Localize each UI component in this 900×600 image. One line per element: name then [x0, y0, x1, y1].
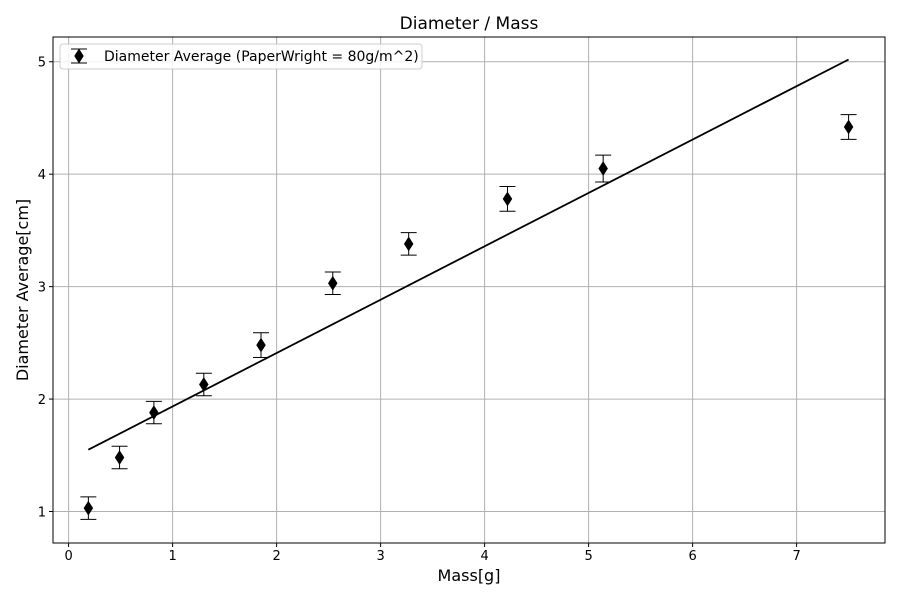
y-axis-label: Diameter Average[cm]	[13, 199, 32, 381]
y-tick-label: 2	[38, 393, 46, 408]
y-tick-label: 5	[38, 56, 46, 71]
data-point	[256, 337, 266, 353]
fit-line-group	[87, 58, 850, 451]
data-point	[149, 405, 159, 421]
x-tick-label: 4	[480, 549, 488, 564]
x-tick-label: 1	[168, 549, 176, 564]
plot-frame	[52, 36, 886, 544]
chart-title: Diameter / Mass	[400, 14, 539, 34]
legend-entry-label: Diameter Average (PaperWright = 80g/m^2)	[104, 49, 419, 65]
data-points	[80, 114, 857, 520]
x-tick-label: 7	[792, 549, 800, 564]
data-point	[199, 376, 209, 392]
x-tick-label: 5	[584, 549, 592, 564]
data-point	[403, 236, 414, 252]
y-ticks: 1 2 3 4 5	[38, 56, 53, 521]
data-point	[843, 119, 854, 135]
y-tick-label: 4	[38, 168, 46, 183]
x-tick-label: 0	[64, 549, 72, 564]
data-point	[327, 275, 338, 291]
data-point	[114, 450, 125, 466]
y-tick-label: 3	[38, 281, 46, 296]
y-tick-label: 1	[38, 506, 46, 521]
x-ticks: 0 1 2 3 4 5 6 7	[64, 543, 801, 564]
legend-marker	[71, 48, 87, 64]
x-tick-label: 3	[376, 549, 384, 564]
x-axis-label: Mass[g]	[438, 566, 501, 585]
legend-diamond	[74, 48, 84, 64]
legend-box	[59, 43, 423, 70]
data-point	[502, 191, 513, 207]
grid	[53, 37, 885, 543]
fit-line	[87, 58, 850, 451]
x-tick-label: 6	[688, 549, 696, 564]
legend: Diameter Average (PaperWright = 80g/m^2)	[59, 43, 423, 70]
x-tick-label: 2	[272, 549, 280, 564]
data-point	[83, 500, 94, 516]
data-point	[598, 161, 608, 177]
